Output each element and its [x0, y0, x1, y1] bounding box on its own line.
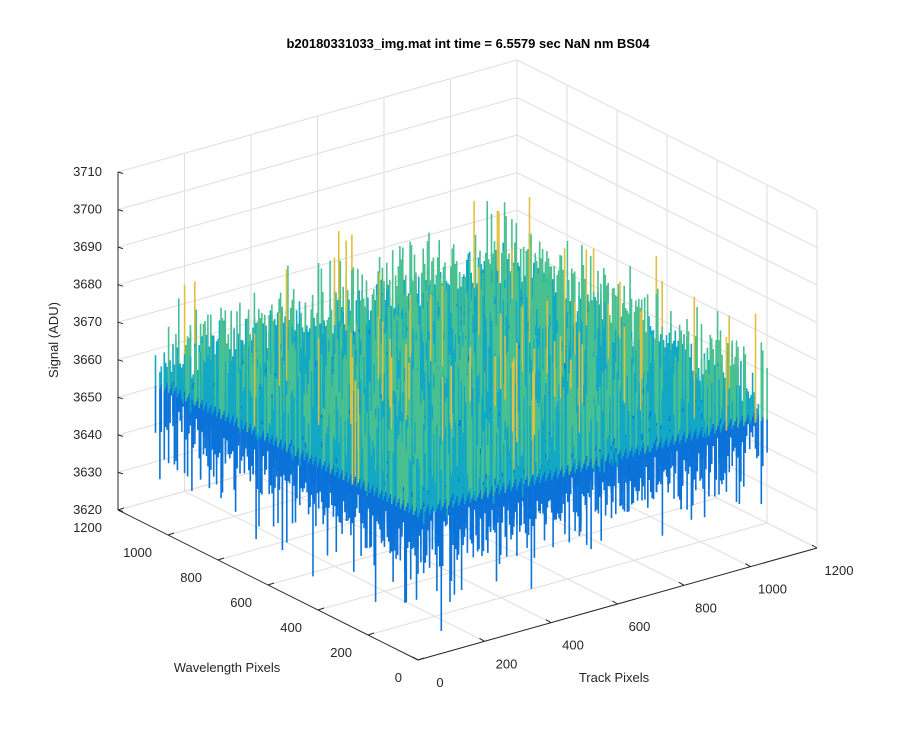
chart-title: b20180331033_img.mat int time = 6.5579 s…: [286, 36, 650, 51]
grid-line-y: [367, 522, 768, 636]
surface-spikes: [154, 197, 768, 631]
